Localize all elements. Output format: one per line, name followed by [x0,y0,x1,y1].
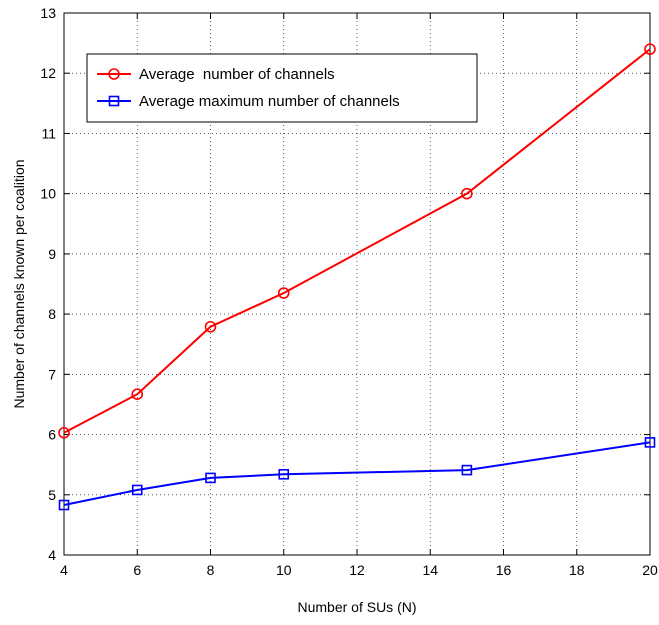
x-tick-label: 16 [496,562,512,578]
y-tick-label: 8 [48,306,56,322]
x-tick-label: 8 [207,562,215,578]
legend-marker [108,95,120,107]
data-point [461,187,473,200]
series-line [63,48,651,434]
x-tick-label: 12 [349,562,365,578]
data-point [278,469,290,480]
x-axis-label: Number of SUs (N) [297,599,416,615]
data-point [644,43,656,55]
legend-label: Average number of channels [139,66,335,83]
legend-box [86,53,478,123]
y-tick-label: 11 [41,125,56,141]
y-tick-label: 13 [40,5,56,21]
y-tick-label: 9 [48,246,56,262]
series-2 [58,437,656,511]
y-tick-label: 5 [48,487,56,503]
data-point [131,484,143,496]
data-point [644,437,656,448]
x-tick-label: 14 [422,562,438,578]
y-axis-label: Number of channels known per coalition [11,159,27,408]
series-1 [58,43,656,439]
data-point [131,388,144,401]
series-line [63,441,651,506]
y-tick-label: 6 [48,427,56,443]
x-tick-label: 10 [276,562,292,578]
x-tick-label: 20 [642,562,658,578]
x-tick-label: 6 [133,562,141,578]
y-tick-label: 10 [40,186,56,202]
series-group [58,43,656,511]
axis-ticks: 4 6 8 10 12 14 16 18 20 4 5 6 7 8 9 10 11 12 13 [40,5,658,578]
grid-lines [64,13,650,555]
y-tick-label: 7 [48,366,56,382]
data-point [277,287,290,299]
data-point [58,426,70,439]
legend: Average number of channels Average maximu… [86,53,478,123]
y-tick-label: 4 [48,547,56,563]
data-point [204,320,217,333]
x-tick-label: 18 [569,562,585,578]
data-point [205,472,216,484]
legend-marker [108,68,120,80]
y-tick-label: 12 [40,65,56,81]
data-point [58,499,70,511]
x-tick-label: 4 [60,562,68,578]
data-point [461,464,473,476]
legend-label: Average maximum number of channels [139,93,400,110]
